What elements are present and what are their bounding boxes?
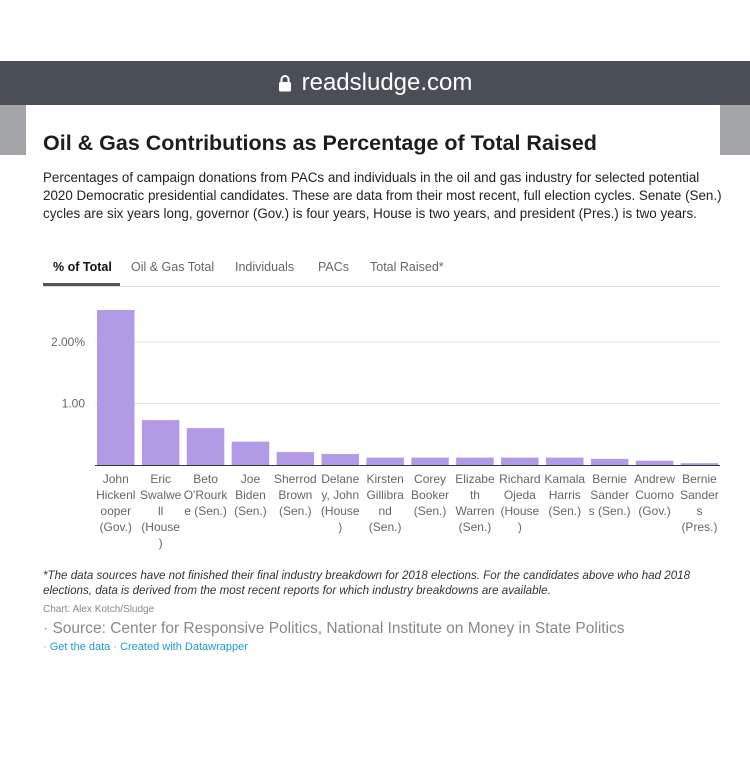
x-tick-label: Beto O'Rourk e (Sen.) [184,472,229,518]
tab-individuals[interactable]: Individuals [235,260,295,274]
x-tick-label: Joe Biden (Sen.) [234,472,267,518]
x-tick-label: Eric Swalwe ll (House) [140,472,182,550]
chart-footnote: *The data sources have not finished thei… [43,569,691,597]
x-tick-label: Corey Booker (Sen.) [411,472,449,518]
y-tick-label: 1.00 [62,397,86,411]
bar [321,453,359,465]
page-side-margin-right [720,105,750,155]
chart-tabs: % of Total Oil & Gas Total Individuals P… [43,256,720,287]
bar [590,458,629,465]
bar [680,463,719,465]
active-tab-indicator [43,283,120,286]
chart-description: Percentages of campaign donations from P… [43,170,722,221]
bar [186,428,225,465]
x-tick-label: Bernie Sander s (Sen.) [589,472,631,518]
link-separator: · [113,641,118,653]
browser-url-bar[interactable]: readsludge.com [0,61,750,105]
bar [366,457,404,465]
x-tick-label: Richard Ojeda (House) [499,472,540,534]
chart-card: Oil & Gas Contributions as Percentage of… [26,105,722,665]
x-tick-label: Delane y, John (House) [321,472,360,534]
bar [231,441,270,465]
x-tick-label: Sherrod Brown (Sen.) [274,472,317,518]
bar [501,457,539,465]
chart-links: · Get the data · Created with Datawrappe… [43,641,248,653]
x-tick-label: Andrew Cuomo (Gov.) [634,472,675,518]
tab-total-raised[interactable]: Total Raised* [370,260,444,274]
chart-credit: Chart: Alex Kotch/Sludge [43,604,155,615]
datawrapper-link[interactable]: Created with Datawrapper [120,641,248,653]
bar [276,452,315,465]
bar-chart: 1.00 2.00% John Hickenl ooper (Gov.)Eric Swalw… [51,310,720,550]
x-tick-label: Bernie Sander s (Pres.) [680,472,719,534]
tab-oil-gas-total[interactable]: Oil & Gas Total [131,260,215,274]
lock-icon [278,75,291,92]
bar [141,420,180,465]
x-tick-label: Kamala Harris (Sen.) [544,472,585,518]
x-tick-label: Elizabe th Warren (Sen.) [455,472,495,534]
bar [97,310,135,465]
link-separator: · [43,641,47,653]
x-tick-label: John Hickenl ooper (Gov.) [96,472,135,534]
bar [411,457,449,465]
bar [635,460,674,465]
x-tick-label: Kirsten Gillibra nd (Sen.) [366,472,404,534]
tab-pacs[interactable]: PACs [318,260,350,274]
bar [546,457,584,465]
bar [456,457,494,465]
chart-source: · Source: Center for Responsive Politics… [43,620,625,637]
browser-url: readsludge.com [301,69,473,96]
get-the-data-link[interactable]: Get the data [49,641,111,653]
tab-percent-of-total[interactable]: % of Total [53,260,112,274]
y-tick-label: 2.00% [51,335,85,349]
chart-title: Oil & Gas Contributions as Percentage of… [43,131,597,155]
page-side-margin-left [0,105,26,155]
